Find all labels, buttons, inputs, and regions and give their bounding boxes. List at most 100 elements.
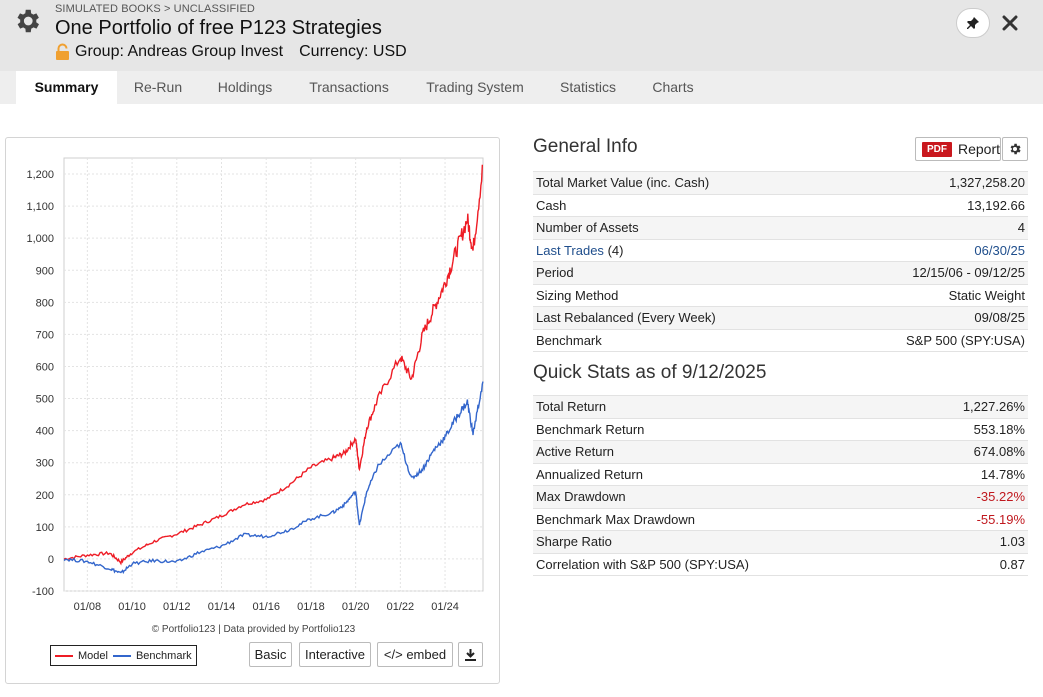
legend-swatch-benchmark — [112, 654, 131, 657]
y-tick-label: 0 — [48, 554, 54, 566]
y-tick-label: 800 — [36, 297, 54, 309]
y-tick-label: 500 — [36, 394, 54, 406]
row-label: Number of Assets — [533, 216, 829, 240]
y-tick-label: 1,000 — [26, 233, 54, 245]
row-label: Last Trades (4) — [533, 239, 829, 262]
y-tick-label: 1,200 — [26, 169, 54, 181]
y-tick-label: 200 — [36, 490, 54, 502]
row-label: Last Rebalanced (Every Week) — [533, 306, 829, 330]
group-label: Group: Andreas Group Invest — [75, 43, 284, 60]
last-trades-date-link[interactable]: 06/30/25 — [974, 242, 1025, 258]
row-label: Active Return — [533, 440, 911, 464]
performance-chart[interactable]: -100 0 100 200 300 400 500 600 700 800 900 1,000 1,1… — [6, 138, 501, 618]
y-tick-label: 900 — [36, 265, 54, 277]
table-row: Total Return 1,227.26% — [533, 395, 1028, 419]
y-tick-label: 400 — [36, 426, 54, 438]
basic-button[interactable]: Basic — [249, 642, 292, 667]
report-label: Report — [958, 141, 1001, 157]
chart-credit: © Portfolio123 | Data provided by Portfo… — [151, 624, 356, 635]
last-trades-link[interactable]: Last Trades — [536, 242, 604, 258]
row-label: Correlation with S&P 500 (SPY:USA) — [533, 553, 911, 576]
tab-trading-system[interactable]: Trading System — [426, 79, 524, 95]
x-tick-label: 01/08 — [74, 601, 102, 613]
row-label: Cash — [533, 194, 829, 217]
table-row: Benchmark Max Drawdown -55.19% — [533, 508, 1028, 531]
x-tick-label: 01/14 — [208, 601, 236, 613]
general-info-title: General Info — [533, 136, 638, 157]
download-button[interactable] — [458, 642, 483, 667]
legend-swatch-model — [55, 654, 73, 657]
row-label: Period — [533, 261, 829, 285]
row-value: 553.18% — [910, 418, 1028, 441]
x-tick-label: 01/18 — [297, 601, 325, 613]
series-line-benchmark — [63, 381, 484, 575]
table-row: Max Drawdown -35.22% — [533, 485, 1028, 509]
last-trades-count: (4) — [607, 242, 624, 258]
portfolio-meta: Group: Andreas Group Invest Currency: US… — [55, 43, 407, 61]
row-label: Sizing Method — [533, 284, 829, 307]
table-row: Sharpe Ratio 1.03 — [533, 530, 1028, 554]
close-button[interactable] — [999, 10, 1021, 36]
y-tick-label: 600 — [36, 361, 54, 373]
row-value: 674.08% — [910, 440, 1028, 464]
row-value: 4 — [828, 216, 1028, 240]
table-row: Active Return 674.08% — [533, 440, 1028, 464]
quick-stats-title: Quick Stats as of 9/12/2025 — [533, 362, 767, 383]
row-value: Static Weight — [828, 284, 1028, 307]
table-row: Annualized Return 14.78% — [533, 463, 1028, 486]
pdf-report-button[interactable]: PDF Report — [915, 137, 1001, 161]
quick-stats-table: Total Return 1,227.26% Benchmark Return … — [533, 395, 1028, 576]
legend-item-model[interactable]: Model — [55, 650, 108, 662]
tab-charts[interactable]: Charts — [652, 79, 694, 95]
row-value: 1,227.26% — [910, 395, 1028, 419]
pin-icon — [967, 17, 979, 29]
row-value: 06/30/25 — [828, 239, 1028, 262]
row-value: 0.87 — [910, 553, 1028, 576]
row-label: Benchmark Return — [533, 418, 911, 441]
table-row: Total Market Value (inc. Cash) 1,327,258… — [533, 171, 1028, 195]
page-header: SIMULATED BOOKS > UNCLASSIFIED One Portf… — [0, 0, 1043, 71]
row-label: Annualized Return — [533, 463, 911, 486]
row-value: S&P 500 (SPY:USA) — [828, 329, 1028, 352]
table-row: Last Rebalanced (Every Week) 09/08/25 — [533, 306, 1028, 330]
x-tick-label: 01/10 — [118, 601, 146, 613]
table-row: Benchmark S&P 500 (SPY:USA) — [533, 329, 1028, 352]
table-row: Last Trades (4) 06/30/25 — [533, 239, 1028, 262]
chart-legend[interactable]: Model Benchmark — [50, 645, 197, 666]
row-value: 13,192.66 — [828, 194, 1028, 217]
tab-holdings[interactable]: Holdings — [217, 79, 273, 95]
gear-icon[interactable] — [12, 6, 42, 36]
series-line-model — [63, 164, 483, 566]
tab-re-run[interactable]: Re-Run — [133, 79, 183, 95]
x-tick-label: 01/16 — [252, 601, 280, 613]
row-value: 12/15/06 - 09/12/25 — [828, 261, 1028, 285]
lock-icon — [56, 43, 69, 60]
gear-icon — [1010, 143, 1021, 155]
breadcrumb[interactable]: SIMULATED BOOKS > UNCLASSIFIED — [55, 3, 255, 15]
interactive-button[interactable]: Interactive — [299, 642, 371, 667]
report-settings-button[interactable] — [1002, 137, 1028, 161]
row-value: -35.22% — [910, 485, 1028, 509]
performance-chart-panel: -100 0 100 200 300 400 500 600 700 800 900 1,000 1,1… — [5, 137, 500, 684]
x-tick-label: 01/24 — [431, 601, 459, 613]
pin-button[interactable] — [956, 8, 990, 38]
tab-summary[interactable]: Summary — [16, 71, 117, 104]
legend-label-benchmark: Benchmark — [135, 649, 192, 662]
y-tick-label: 1,100 — [26, 201, 54, 213]
legend-item-benchmark[interactable]: Benchmark — [112, 649, 192, 662]
table-row: Period 12/15/06 - 09/12/25 — [533, 261, 1028, 285]
row-value: 1.03 — [910, 530, 1028, 554]
tab-transactions[interactable]: Transactions — [309, 79, 389, 95]
table-row: Benchmark Return 553.18% — [533, 418, 1028, 441]
row-value: 14.78% — [910, 463, 1028, 486]
general-info-table: Total Market Value (inc. Cash) 1,327,258… — [533, 171, 1028, 352]
currency-label: Currency: USD — [299, 43, 407, 60]
table-row: Sizing Method Static Weight — [533, 284, 1028, 307]
y-tick-label: 100 — [36, 522, 54, 534]
x-tick-label: 01/20 — [342, 601, 370, 613]
tab-statistics[interactable]: Statistics — [559, 79, 616, 95]
embed-button[interactable]: </> embed — [377, 642, 453, 667]
row-value: 09/08/25 — [828, 306, 1028, 330]
y-tick-label: 700 — [36, 329, 54, 341]
row-label: Benchmark Max Drawdown — [533, 508, 911, 531]
